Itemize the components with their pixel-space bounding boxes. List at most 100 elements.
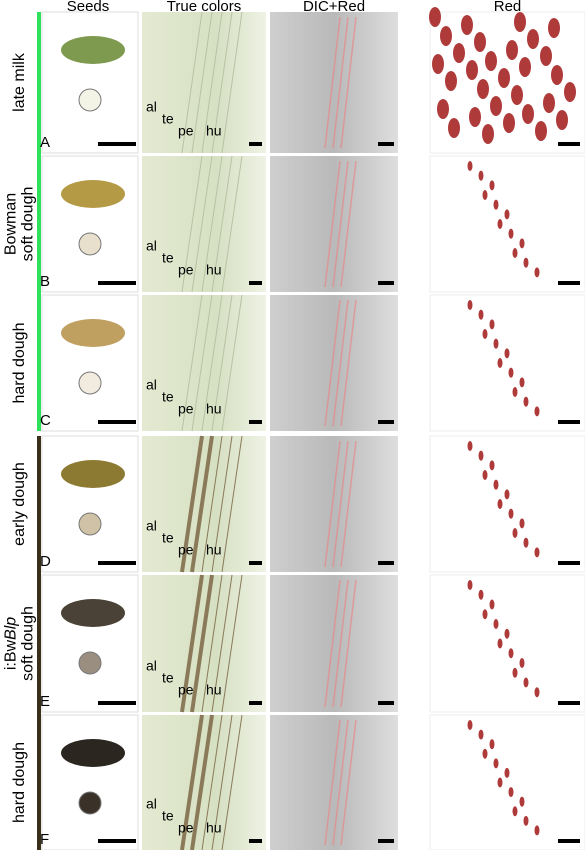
seed-panel: [41, 574, 139, 713]
red-spot: [467, 441, 473, 451]
cell-layer: [221, 714, 243, 850]
red-spot: [523, 537, 529, 548]
red-spot: [534, 267, 540, 278]
red-spot: [519, 658, 525, 668]
row-label-part: i:Bw: [3, 640, 20, 671]
panel-letter: A: [40, 134, 50, 151]
red-spot: [522, 104, 534, 124]
tissue-label: pe: [178, 123, 194, 139]
seed: [61, 36, 125, 64]
red-spot: [489, 319, 495, 330]
red-spot: [519, 238, 525, 249]
red-spot: [477, 79, 489, 99]
cell-layer: [211, 435, 233, 573]
red-spot: [482, 124, 494, 144]
red-spot: [437, 99, 449, 119]
cell-layer: [221, 435, 243, 573]
cell-layer: [201, 574, 223, 713]
red-spot: [482, 470, 488, 480]
row-label: hard dough: [11, 742, 28, 823]
red-panel: [429, 574, 585, 713]
seed-panel: [41, 155, 139, 293]
cell-layer: [221, 155, 243, 293]
red-spot: [478, 309, 484, 320]
cell-layer: [201, 435, 223, 573]
red-spot: [478, 450, 484, 461]
seed-section: [78, 651, 102, 675]
red-signal: [324, 579, 341, 708]
red-signal: [332, 16, 349, 149]
row-label-part: soft dough: [20, 606, 37, 681]
red-spot: [467, 300, 473, 310]
tissue-label: te: [162, 111, 174, 127]
red-spot: [512, 387, 518, 397]
tissue-label: te: [162, 808, 174, 824]
row-label-part: soft dough: [20, 187, 37, 262]
cell-layer: [180, 435, 204, 573]
column-header: Seeds: [67, 0, 110, 15]
red-spot: [534, 547, 540, 558]
row-label: soft dough: [20, 606, 37, 681]
seed-panel: [41, 714, 139, 850]
red-spot: [519, 57, 531, 77]
red-spot: [519, 377, 525, 388]
tissue-label: pe: [178, 401, 194, 417]
tissue-label: pe: [178, 682, 194, 698]
red-spot: [503, 113, 515, 133]
tissue-label: te: [162, 530, 174, 546]
true-color-panel: [142, 295, 266, 431]
red-panel: [429, 155, 585, 293]
cell-layer: [181, 155, 203, 293]
row-label-part: late milk: [11, 52, 28, 112]
cell-layer: [190, 435, 214, 573]
red-spot: [512, 806, 518, 817]
cell-layer: [201, 155, 223, 293]
dic-panel: [270, 295, 398, 431]
red-spot: [478, 589, 484, 600]
panel-letter: B: [40, 273, 50, 290]
tissue-label: te: [162, 389, 174, 405]
tissue-label: te: [162, 250, 174, 266]
red-signal: [332, 440, 349, 568]
seed-section: [78, 232, 102, 256]
red-spot: [508, 787, 514, 798]
cell-layer: [211, 714, 233, 850]
red-spot: [469, 107, 481, 127]
red-spot: [489, 599, 495, 610]
true-color-panel: [142, 156, 266, 292]
tissue-label: hu: [206, 401, 222, 417]
red-spot: [534, 687, 540, 698]
row-label: soft dough: [20, 187, 37, 262]
row-label-part: Bowman: [3, 193, 20, 255]
red-spot: [493, 199, 499, 210]
red-spot: [493, 619, 499, 629]
red-spot: [467, 720, 473, 730]
red-spot: [523, 257, 529, 268]
red-spot: [564, 82, 576, 102]
cell-layer: [201, 294, 223, 432]
red-signal: [332, 299, 349, 427]
red-signal: [340, 440, 357, 568]
dic-panel: [270, 715, 398, 850]
tissue-label: te: [162, 670, 174, 686]
row-label: i:BwBlp: [3, 617, 20, 670]
red-spot: [498, 68, 510, 88]
column-header: DIC+Red: [303, 0, 365, 15]
red-panel: [429, 714, 585, 850]
red-spot: [429, 7, 441, 27]
seed: [61, 319, 125, 347]
red-spot: [511, 85, 523, 105]
red-spot: [485, 51, 497, 71]
seed-section: [78, 88, 102, 112]
panel-letter: D: [40, 553, 51, 570]
red-spot: [489, 739, 495, 750]
red-spot: [478, 729, 484, 740]
red-spot: [482, 609, 488, 620]
red-spot: [551, 65, 563, 85]
row-label: hard dough: [11, 323, 28, 404]
red-spot: [508, 508, 514, 519]
red-spot: [489, 180, 495, 191]
red-signal: [340, 719, 357, 846]
seed: [61, 599, 125, 627]
